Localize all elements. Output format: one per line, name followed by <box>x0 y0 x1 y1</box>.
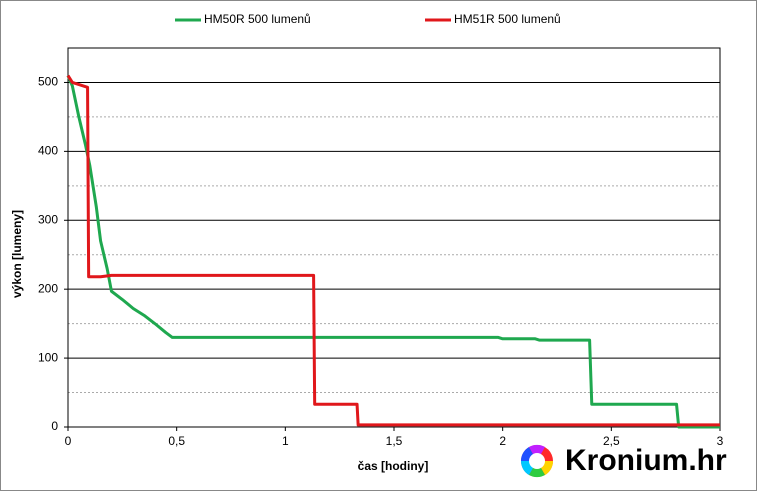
series-line <box>66 74 720 429</box>
x-tick-label: 0,5 <box>168 434 185 448</box>
y-tick-label: 200 <box>38 281 58 295</box>
x-tick-label: 2 <box>499 434 506 448</box>
plot-border <box>67 47 721 428</box>
y-tick-label: 400 <box>38 144 58 158</box>
y-tick-label: 0 <box>51 419 58 433</box>
watermark: Kronium.hr <box>565 444 727 477</box>
x-tick-label: 2,5 <box>603 434 620 448</box>
y-tick-label: 300 <box>38 212 58 226</box>
x-tick-label: 3 <box>717 434 724 448</box>
x-tick-label: 1,5 <box>386 434 403 448</box>
y-axis-label: výkon [lumeny] <box>10 210 24 298</box>
y-tick-label: 500 <box>38 75 58 89</box>
logo-icon <box>520 444 554 478</box>
x-tick-label: 1 <box>282 434 289 448</box>
series-line <box>66 74 720 427</box>
x-tick-label: 0 <box>65 434 72 448</box>
legend-label: HM50R 500 lumenů <box>204 12 311 26</box>
legend-label: HM51R 500 lumenů <box>454 12 561 26</box>
x-axis-label: čas [hodiny] <box>358 459 429 473</box>
y-tick-label: 100 <box>38 350 58 364</box>
